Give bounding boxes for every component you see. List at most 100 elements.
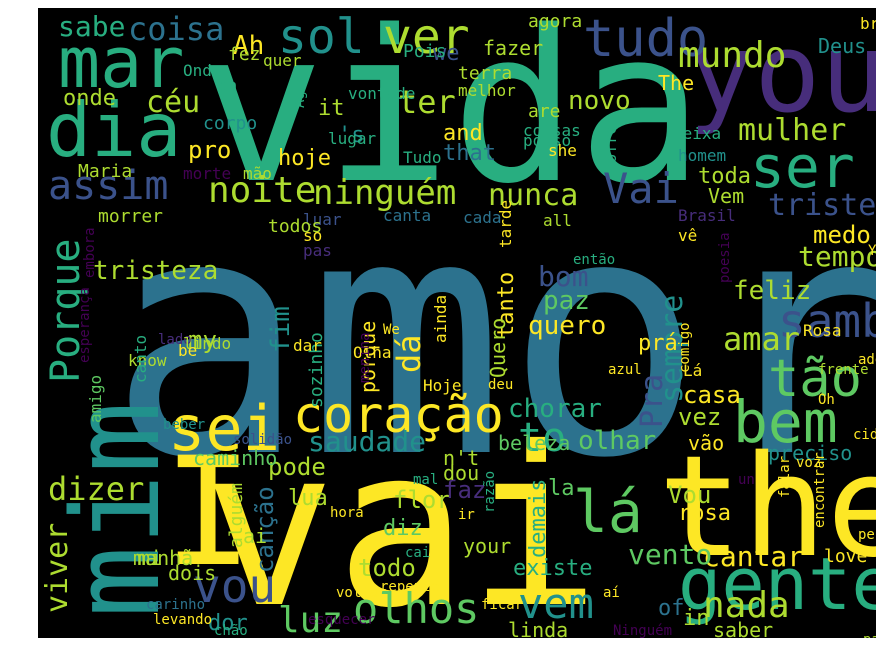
word-chorar: chorar [508,394,602,424]
word-levando: levando [153,612,213,628]
word-céu: céu [146,85,201,120]
word-encontrar: encontrar [812,452,828,528]
word-mundo: mundo [678,35,787,76]
word-sabe: sabe [58,10,126,43]
word-terra: terra [458,63,513,84]
word-cidade: cidade [853,427,876,443]
word-ainda: ainda [431,294,450,343]
word-tudo: Tudo [403,148,442,167]
word-onde: Onde [183,61,222,80]
word-samba: samba [778,294,876,348]
word-vê: vê [678,226,698,245]
word-and: and [443,121,483,146]
word-pas: pas [303,241,332,260]
word-know: know [128,351,167,370]
word-i: I [163,426,254,600]
word-tempo: tempo [798,240,876,273]
word-casa: casa [683,381,741,409]
word-sei: Sei [875,168,876,184]
word-azul: azul [608,362,642,378]
word-lá: Lá [683,361,703,380]
word-you: You [868,243,876,259]
word-so: so [303,226,323,245]
word-un: un [738,472,755,488]
word-beber: beber [163,417,206,433]
word-flor: flor [393,486,451,514]
word-nunca: nunca [488,178,579,213]
word-coisa: coisa [128,10,225,48]
word-you: you [688,9,876,137]
word-amigo: amigo [86,374,105,423]
word-gente: gente [678,542,876,626]
word-rosa: Rosa [803,321,842,340]
word-in: in [683,606,710,631]
word-manhã: manhã [133,546,194,570]
word-your: your [463,534,512,558]
word-mar: mar [58,22,185,104]
word-sol: sol [278,9,365,65]
word-love: love [824,546,868,567]
word-vem: vem [518,579,594,628]
word-morrer: morrer [98,206,164,227]
word-pois: Pois [403,41,447,62]
word-vida: vida [198,8,704,230]
word-rosa: rosa [678,501,731,526]
word-coração: coração [293,386,504,444]
word-vai: vai [203,400,601,638]
word-mi: mi [138,546,163,570]
word-lua: lua [288,486,328,511]
word-falar: falar [777,455,793,498]
word-cai: cai [405,545,431,561]
word-menina: menina [357,332,373,383]
word-frente: frente [818,362,869,378]
word-bom: bom [538,260,589,293]
word-faz: faz [443,476,487,504]
word-brasil: Brasil [678,206,736,225]
word-maria: Maria [78,161,133,182]
word-demais: demais [526,478,551,558]
word-paz: paz [543,286,590,316]
word-sofrer: sofrer [601,115,620,173]
word-adeus: adeus [858,352,876,368]
word-canta: canta [383,206,432,225]
word-la: la [548,476,575,501]
word-cada: cada [463,208,502,227]
word-vez: vez [678,403,722,431]
word-hoje: hoje [278,146,331,171]
word-braços: braços [860,14,876,33]
word-ser: ser [750,133,855,201]
word-she: she [548,141,577,160]
word-fez: fez [228,44,261,65]
word-nada: nada [703,585,790,626]
word-bem: bem [733,388,838,456]
word-diz: diz [383,516,423,541]
word-olha: Olha [353,343,392,362]
word-are: are [528,101,561,122]
word-pode: pode [268,453,326,481]
word-quero: quero [528,311,607,341]
word-viver: viver [40,522,75,613]
word-chão: chão [214,623,248,638]
word-perder: perder [858,527,876,543]
word-mal: mal [413,472,439,488]
word-corpo: corpo [203,113,258,134]
word-ah: Ah [233,31,265,61]
word-melhor: melhor [458,81,516,100]
word-mim: mim [48,401,187,618]
word-agora: agora [528,11,583,32]
word-preciso: preciso [768,441,853,465]
word-solidão: solidão [233,432,293,448]
word-vai: Vai [603,164,679,213]
word-deu: deu [488,377,514,393]
word-ninguém: ninguém [313,173,457,213]
word-dor: dor [208,611,248,636]
word-deixa: Deixa [673,124,722,143]
word-fim: fim [266,306,296,353]
word-medo: medo [813,221,871,249]
word-novo: novo [568,86,631,116]
word-vento: vento [628,538,713,571]
word-todo: todo [358,554,416,582]
word-luar: luar [303,210,342,229]
word-nt: n't [443,446,480,470]
